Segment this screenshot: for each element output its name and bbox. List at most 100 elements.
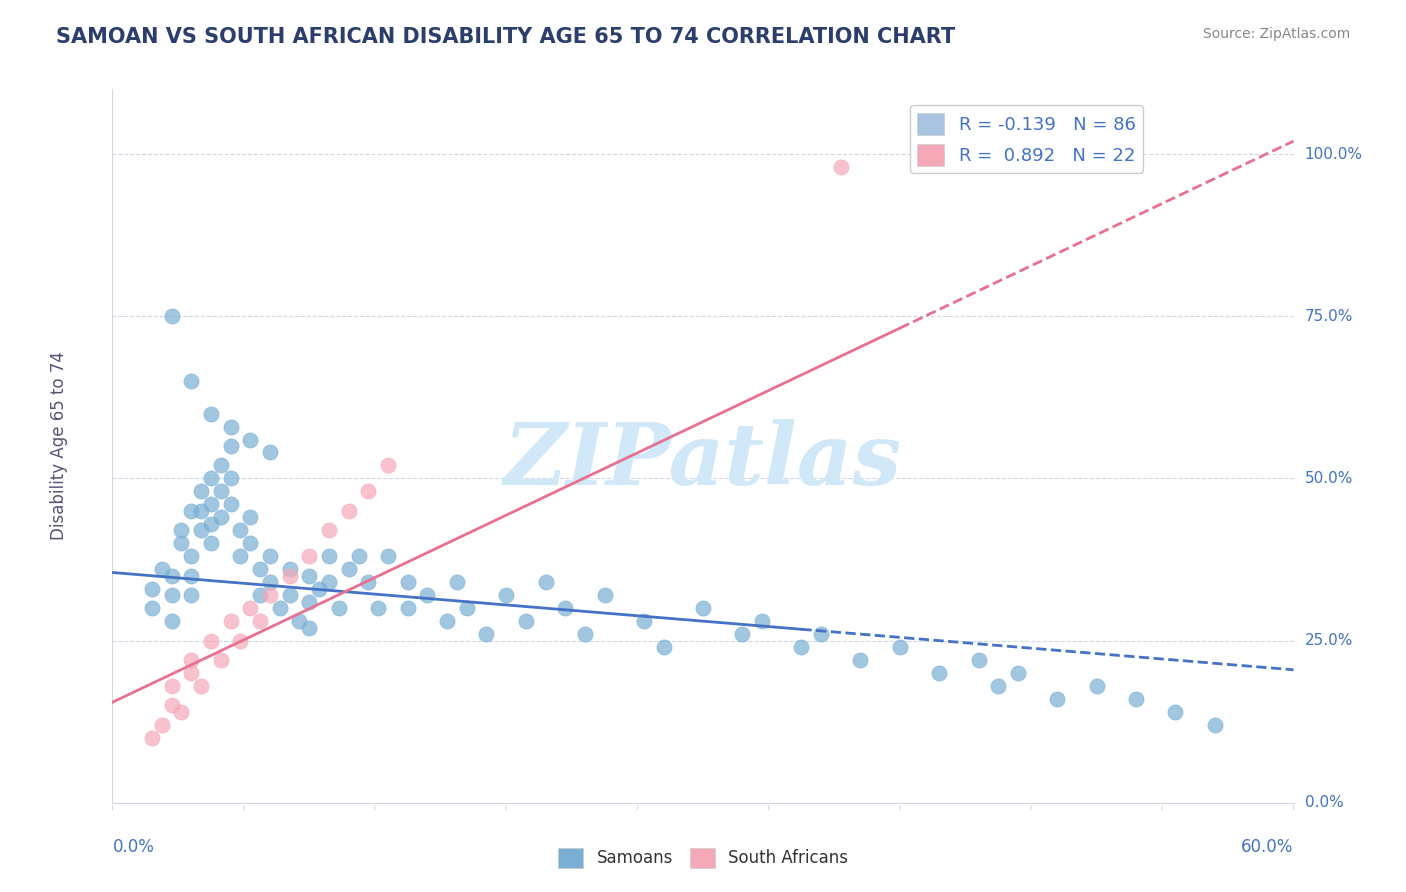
Point	[298, 595, 321, 609]
Point	[987, 679, 1010, 693]
Point	[967, 653, 990, 667]
Point	[200, 516, 222, 531]
Point	[475, 627, 498, 641]
Point	[318, 524, 340, 538]
Point	[160, 679, 183, 693]
Point	[170, 524, 193, 538]
Text: 50.0%: 50.0%	[1305, 471, 1353, 486]
Point	[593, 588, 616, 602]
Point	[219, 497, 242, 511]
Text: 0.0%: 0.0%	[112, 838, 155, 856]
Point	[180, 504, 202, 518]
Point	[170, 536, 193, 550]
Point	[357, 575, 380, 590]
Point	[239, 510, 262, 524]
Point	[574, 627, 596, 641]
Point	[160, 698, 183, 713]
Point	[278, 588, 301, 602]
Point	[367, 601, 389, 615]
Point	[150, 562, 173, 576]
Point	[731, 627, 754, 641]
Text: 75.0%: 75.0%	[1305, 309, 1353, 324]
Point	[141, 731, 163, 745]
Text: Source: ZipAtlas.com: Source: ZipAtlas.com	[1202, 27, 1350, 41]
Point	[219, 419, 242, 434]
Point	[396, 575, 419, 590]
Point	[1164, 705, 1187, 719]
Text: 100.0%: 100.0%	[1305, 146, 1362, 161]
Point	[889, 640, 911, 654]
Point	[219, 439, 242, 453]
Point	[337, 562, 360, 576]
Point	[515, 614, 537, 628]
Point	[347, 549, 370, 564]
Point	[337, 504, 360, 518]
Point	[377, 549, 399, 564]
Point	[416, 588, 439, 602]
Point	[308, 582, 330, 596]
Point	[239, 536, 262, 550]
Point	[141, 582, 163, 596]
Point	[200, 471, 222, 485]
Legend: Samoans, South Africans: Samoans, South Africans	[551, 841, 855, 875]
Text: Disability Age 65 to 74: Disability Age 65 to 74	[51, 351, 69, 541]
Point	[190, 484, 212, 499]
Point	[534, 575, 557, 590]
Point	[396, 601, 419, 615]
Point	[328, 601, 350, 615]
Point	[180, 568, 202, 582]
Point	[200, 497, 222, 511]
Text: 0.0%: 0.0%	[1305, 796, 1343, 810]
Point	[180, 666, 202, 681]
Point	[209, 458, 232, 473]
Point	[751, 614, 773, 628]
Text: 25.0%: 25.0%	[1305, 633, 1353, 648]
Point	[209, 510, 232, 524]
Point	[219, 614, 242, 628]
Point	[239, 433, 262, 447]
Point	[446, 575, 468, 590]
Point	[652, 640, 675, 654]
Point	[160, 614, 183, 628]
Point	[810, 627, 832, 641]
Point	[160, 588, 183, 602]
Point	[239, 601, 262, 615]
Point	[298, 549, 321, 564]
Point	[180, 374, 202, 388]
Point	[1085, 679, 1108, 693]
Text: ZIPatlas: ZIPatlas	[503, 418, 903, 502]
Legend: R = -0.139   N = 86, R =  0.892   N = 22: R = -0.139 N = 86, R = 0.892 N = 22	[910, 105, 1143, 173]
Point	[790, 640, 813, 654]
Point	[219, 471, 242, 485]
Point	[1125, 692, 1147, 706]
Point	[180, 549, 202, 564]
Point	[318, 549, 340, 564]
Point	[357, 484, 380, 499]
Point	[1007, 666, 1029, 681]
Point	[259, 445, 281, 459]
Point	[249, 614, 271, 628]
Point	[288, 614, 311, 628]
Point	[259, 575, 281, 590]
Point	[278, 568, 301, 582]
Point	[436, 614, 458, 628]
Point	[849, 653, 872, 667]
Point	[495, 588, 517, 602]
Point	[692, 601, 714, 615]
Point	[377, 458, 399, 473]
Point	[298, 568, 321, 582]
Point	[633, 614, 655, 628]
Point	[190, 504, 212, 518]
Point	[200, 407, 222, 421]
Point	[229, 549, 252, 564]
Point	[150, 718, 173, 732]
Point	[259, 549, 281, 564]
Point	[180, 653, 202, 667]
Point	[318, 575, 340, 590]
Point	[1204, 718, 1226, 732]
Point	[141, 601, 163, 615]
Point	[928, 666, 950, 681]
Point	[200, 536, 222, 550]
Point	[160, 310, 183, 324]
Point	[269, 601, 291, 615]
